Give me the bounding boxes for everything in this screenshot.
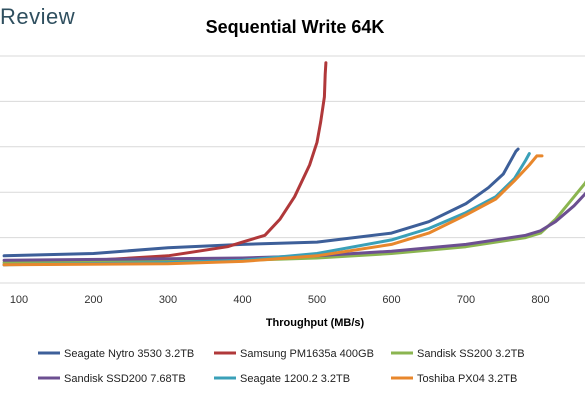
gridlines: [0, 55, 585, 284]
legend-label: Seagate 1200.2 3.2TB: [240, 373, 350, 385]
series-line: [2, 154, 544, 267]
legend-entry: Toshiba PX04 3.2TB: [391, 373, 517, 385]
x-tick-label: 500: [308, 294, 326, 306]
legend-entry: Sandisk SSD200 7.68TB: [38, 373, 186, 385]
x-tick-label: 300: [159, 294, 177, 306]
brand-logo: Review: [0, 4, 76, 29]
x-tick-label: 200: [84, 294, 102, 306]
x-tick-label: 800: [531, 294, 549, 306]
legend: Seagate Nytro 3530 3.2TB Samsung PM1635a …: [38, 348, 525, 385]
x-tick-label: 700: [457, 294, 475, 306]
x-tick-label: 600: [382, 294, 400, 306]
legend-entry: Samsung PM1635a 400GB: [214, 348, 374, 360]
legend-entry: Seagate Nytro 3530 3.2TB: [38, 348, 194, 360]
x-axis-title: Throughput (MB/s): [266, 317, 365, 329]
x-tick-label: 400: [233, 294, 251, 306]
chart-title: Sequential Write 64K: [206, 17, 385, 37]
series-line: [2, 180, 585, 265]
series-line: [2, 191, 585, 262]
series-lines: [2, 61, 585, 267]
legend-label: Sandisk SSD200 7.68TB: [64, 373, 186, 385]
legend-label: Sandisk SS200 3.2TB: [417, 348, 525, 360]
legend-entry: Sandisk SS200 3.2TB: [391, 348, 525, 360]
series-line: [2, 147, 520, 258]
x-tick-label: 100: [10, 294, 28, 306]
legend-label: Seagate Nytro 3530 3.2TB: [64, 348, 194, 360]
series-line: [2, 61, 328, 267]
legend-entry: Seagate 1200.2 3.2TB: [214, 373, 350, 385]
x-tick-labels: 100 200 300 400 500 600 700 800: [10, 294, 550, 306]
legend-label: Samsung PM1635a 400GB: [240, 348, 374, 360]
legend-label: Toshiba PX04 3.2TB: [417, 373, 517, 385]
